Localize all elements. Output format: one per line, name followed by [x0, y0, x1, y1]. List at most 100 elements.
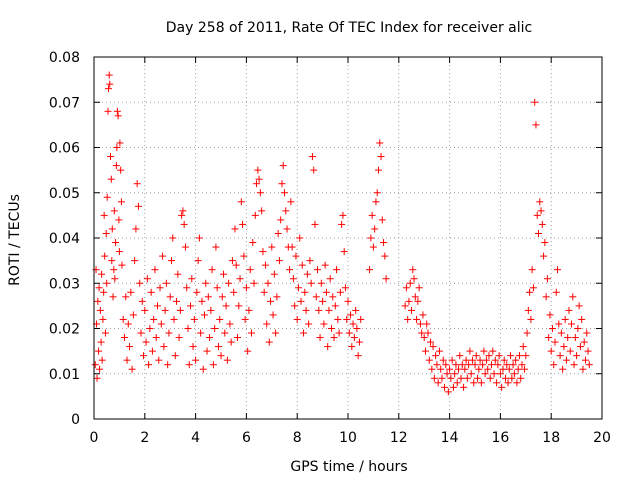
y-tick-label: 0.02 [49, 322, 80, 338]
data-point [529, 284, 537, 292]
data-point [352, 306, 360, 314]
data-point [526, 288, 534, 296]
x-tick-label: 16 [491, 430, 509, 446]
data-point [552, 288, 560, 296]
data-point [340, 248, 348, 256]
data-point [242, 284, 250, 292]
data-point [282, 207, 290, 215]
data-point [334, 315, 342, 323]
data-point [451, 370, 459, 378]
data-point [102, 229, 110, 237]
data-point [461, 365, 469, 373]
data-point [303, 270, 311, 278]
data-point [327, 325, 335, 332]
data-point [442, 361, 450, 369]
data-point [103, 279, 111, 287]
data-point [449, 383, 457, 391]
data-point [136, 279, 144, 287]
data-point [499, 365, 507, 373]
data-point [477, 379, 485, 387]
data-point [518, 361, 526, 369]
data-point [344, 297, 352, 305]
x-tick-label: 2 [140, 430, 149, 446]
data-point [175, 334, 183, 342]
data-point [402, 284, 410, 292]
data-point [154, 302, 161, 310]
data-point [456, 352, 464, 360]
data-point [523, 329, 531, 337]
data-point [263, 320, 271, 328]
data-point [146, 325, 154, 332]
data-point [222, 302, 230, 310]
data-point [258, 207, 266, 215]
data-point [250, 279, 258, 287]
data-point [510, 370, 518, 378]
data-point [316, 334, 324, 342]
grid-layer [94, 57, 602, 419]
data-point [180, 220, 188, 228]
data-point [355, 338, 363, 346]
data-point [278, 180, 286, 188]
data-point [107, 175, 115, 183]
data-point [339, 211, 347, 219]
data-point [581, 356, 589, 364]
data-point [498, 383, 506, 391]
data-point [122, 293, 130, 301]
data-point [91, 361, 99, 369]
data-point [527, 315, 535, 323]
data-point [373, 189, 381, 197]
data-point [574, 325, 582, 332]
data-point [416, 320, 424, 328]
data-point [294, 284, 302, 292]
data-point [542, 293, 550, 301]
data-point [111, 275, 119, 283]
data-point [349, 320, 357, 328]
data-point [336, 288, 344, 296]
data-point [289, 275, 297, 283]
data-point [106, 80, 114, 88]
data-point [546, 311, 554, 319]
data-point [421, 347, 429, 355]
y-axis-label: ROTI / TECUs [7, 194, 23, 286]
data-point [481, 370, 489, 378]
data-point [541, 239, 549, 247]
data-point [443, 370, 451, 378]
data-point [474, 374, 482, 382]
data-point [98, 356, 106, 364]
data-point [147, 288, 155, 296]
y-tick-label: 0.01 [49, 367, 80, 383]
data-point [550, 361, 558, 369]
data-point [104, 107, 112, 115]
data-point [540, 252, 548, 260]
data-point [341, 284, 349, 292]
data-point [110, 266, 118, 274]
data-point [131, 257, 139, 265]
points-layer [91, 71, 593, 396]
data-point [490, 370, 498, 378]
data-point [298, 261, 306, 269]
data-point [241, 315, 249, 323]
data-point [97, 338, 105, 346]
data-point [319, 297, 327, 305]
data-point [372, 198, 380, 206]
data-point [531, 98, 539, 106]
data-point [485, 352, 493, 360]
data-point [117, 166, 125, 174]
data-point [110, 207, 118, 215]
data-point [584, 347, 592, 355]
data-point [423, 320, 431, 328]
data-point [380, 239, 388, 247]
data-point [129, 311, 137, 319]
data-point [126, 343, 134, 351]
data-point [128, 365, 136, 373]
data-point [532, 121, 540, 129]
data-point [315, 306, 323, 314]
data-point [495, 352, 503, 360]
data-point [152, 334, 160, 342]
data-point [462, 356, 470, 364]
data-point [100, 288, 108, 296]
data-point [415, 284, 423, 292]
data-point [576, 343, 584, 351]
data-point [193, 288, 201, 296]
data-point [583, 329, 591, 337]
